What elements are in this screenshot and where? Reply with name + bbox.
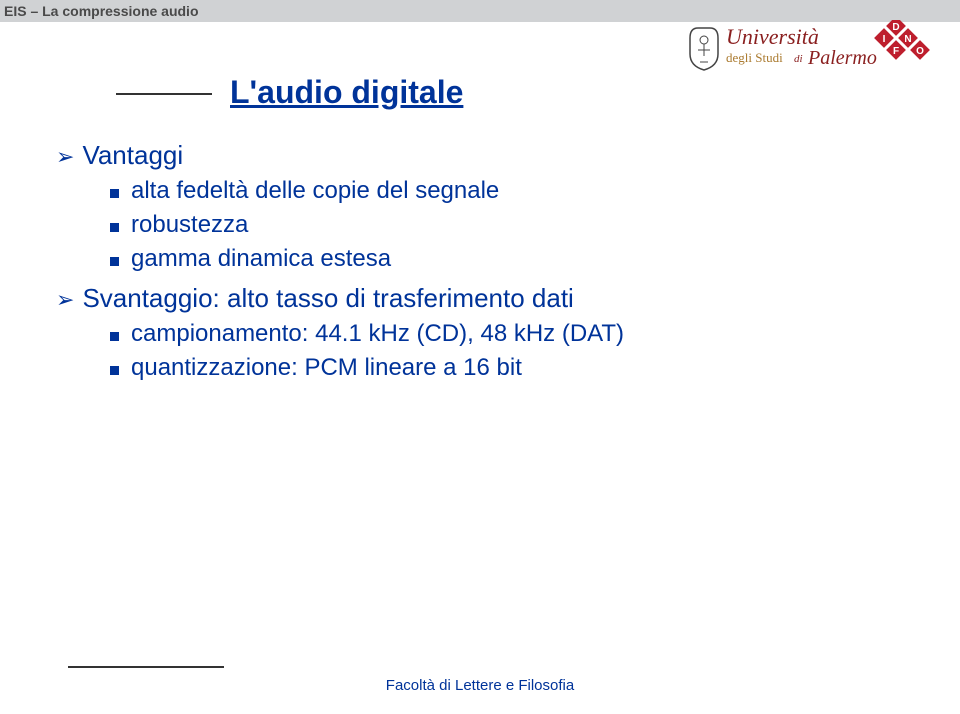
logo-line2c: Palermo <box>807 47 877 69</box>
svg-text:N: N <box>904 34 911 45</box>
bullet-group-1-heading: ➢ Vantaggi <box>56 140 896 171</box>
list-item: campionamento: 44.1 kHz (CD), 48 kHz (DA… <box>110 320 896 348</box>
group2-heading-text: Svantaggio: alto tasso di trasferimento … <box>82 283 573 314</box>
group1-heading-text: Vantaggi <box>82 140 183 171</box>
logo-svg: Università degli Studi di Palermo D I N <box>680 20 932 78</box>
dinfo-icon: D I N F O <box>874 20 930 60</box>
svg-text:O: O <box>916 46 924 57</box>
content-area: ➢ Vantaggi alta fedeltà delle copie del … <box>56 140 896 388</box>
item-text: robustezza <box>131 211 248 239</box>
arrow-icon: ➢ <box>56 287 74 313</box>
list-item: alta fedeltà delle copie del segnale <box>110 177 896 205</box>
list-item: robustezza <box>110 211 896 239</box>
item-text: alta fedeltà delle copie del segnale <box>131 177 499 205</box>
slide-title: L'audio digitale <box>230 74 463 111</box>
svg-text:D: D <box>892 22 899 33</box>
university-logo: Università degli Studi di Palermo D I N <box>680 20 932 78</box>
logo-line1: Università <box>726 24 819 49</box>
item-text: campionamento: 44.1 kHz (CD), 48 kHz (DA… <box>131 320 624 348</box>
footer-rule <box>68 666 224 668</box>
list-item: gamma dinamica estesa <box>110 245 896 273</box>
svg-text:F: F <box>893 46 899 57</box>
item-text: gamma dinamica estesa <box>131 245 391 273</box>
square-bullet-icon <box>110 257 119 266</box>
header-label: EIS – La compressione audio <box>4 3 199 19</box>
square-bullet-icon <box>110 332 119 341</box>
square-bullet-icon <box>110 366 119 375</box>
bullet-group-2-heading: ➢ Svantaggio: alto tasso di trasferiment… <box>56 283 896 314</box>
title-block: L'audio digitale <box>116 74 463 111</box>
slide: EIS – La compressione audio Università d… <box>0 0 960 714</box>
arrow-icon: ➢ <box>56 144 74 170</box>
footer-text: Facoltà di Lettere e Filosofia <box>386 677 574 694</box>
list-item: quantizzazione: PCM lineare a 16 bit <box>110 354 896 382</box>
header-bar: EIS – La compressione audio <box>0 0 960 22</box>
square-bullet-icon <box>110 223 119 232</box>
svg-text:I: I <box>883 34 886 45</box>
title-rule <box>116 93 212 95</box>
logo-line2a: degli Studi <box>726 50 783 65</box>
logo-line2b: di <box>794 53 803 65</box>
item-text: quantizzazione: PCM lineare a 16 bit <box>131 354 522 382</box>
square-bullet-icon <box>110 189 119 198</box>
